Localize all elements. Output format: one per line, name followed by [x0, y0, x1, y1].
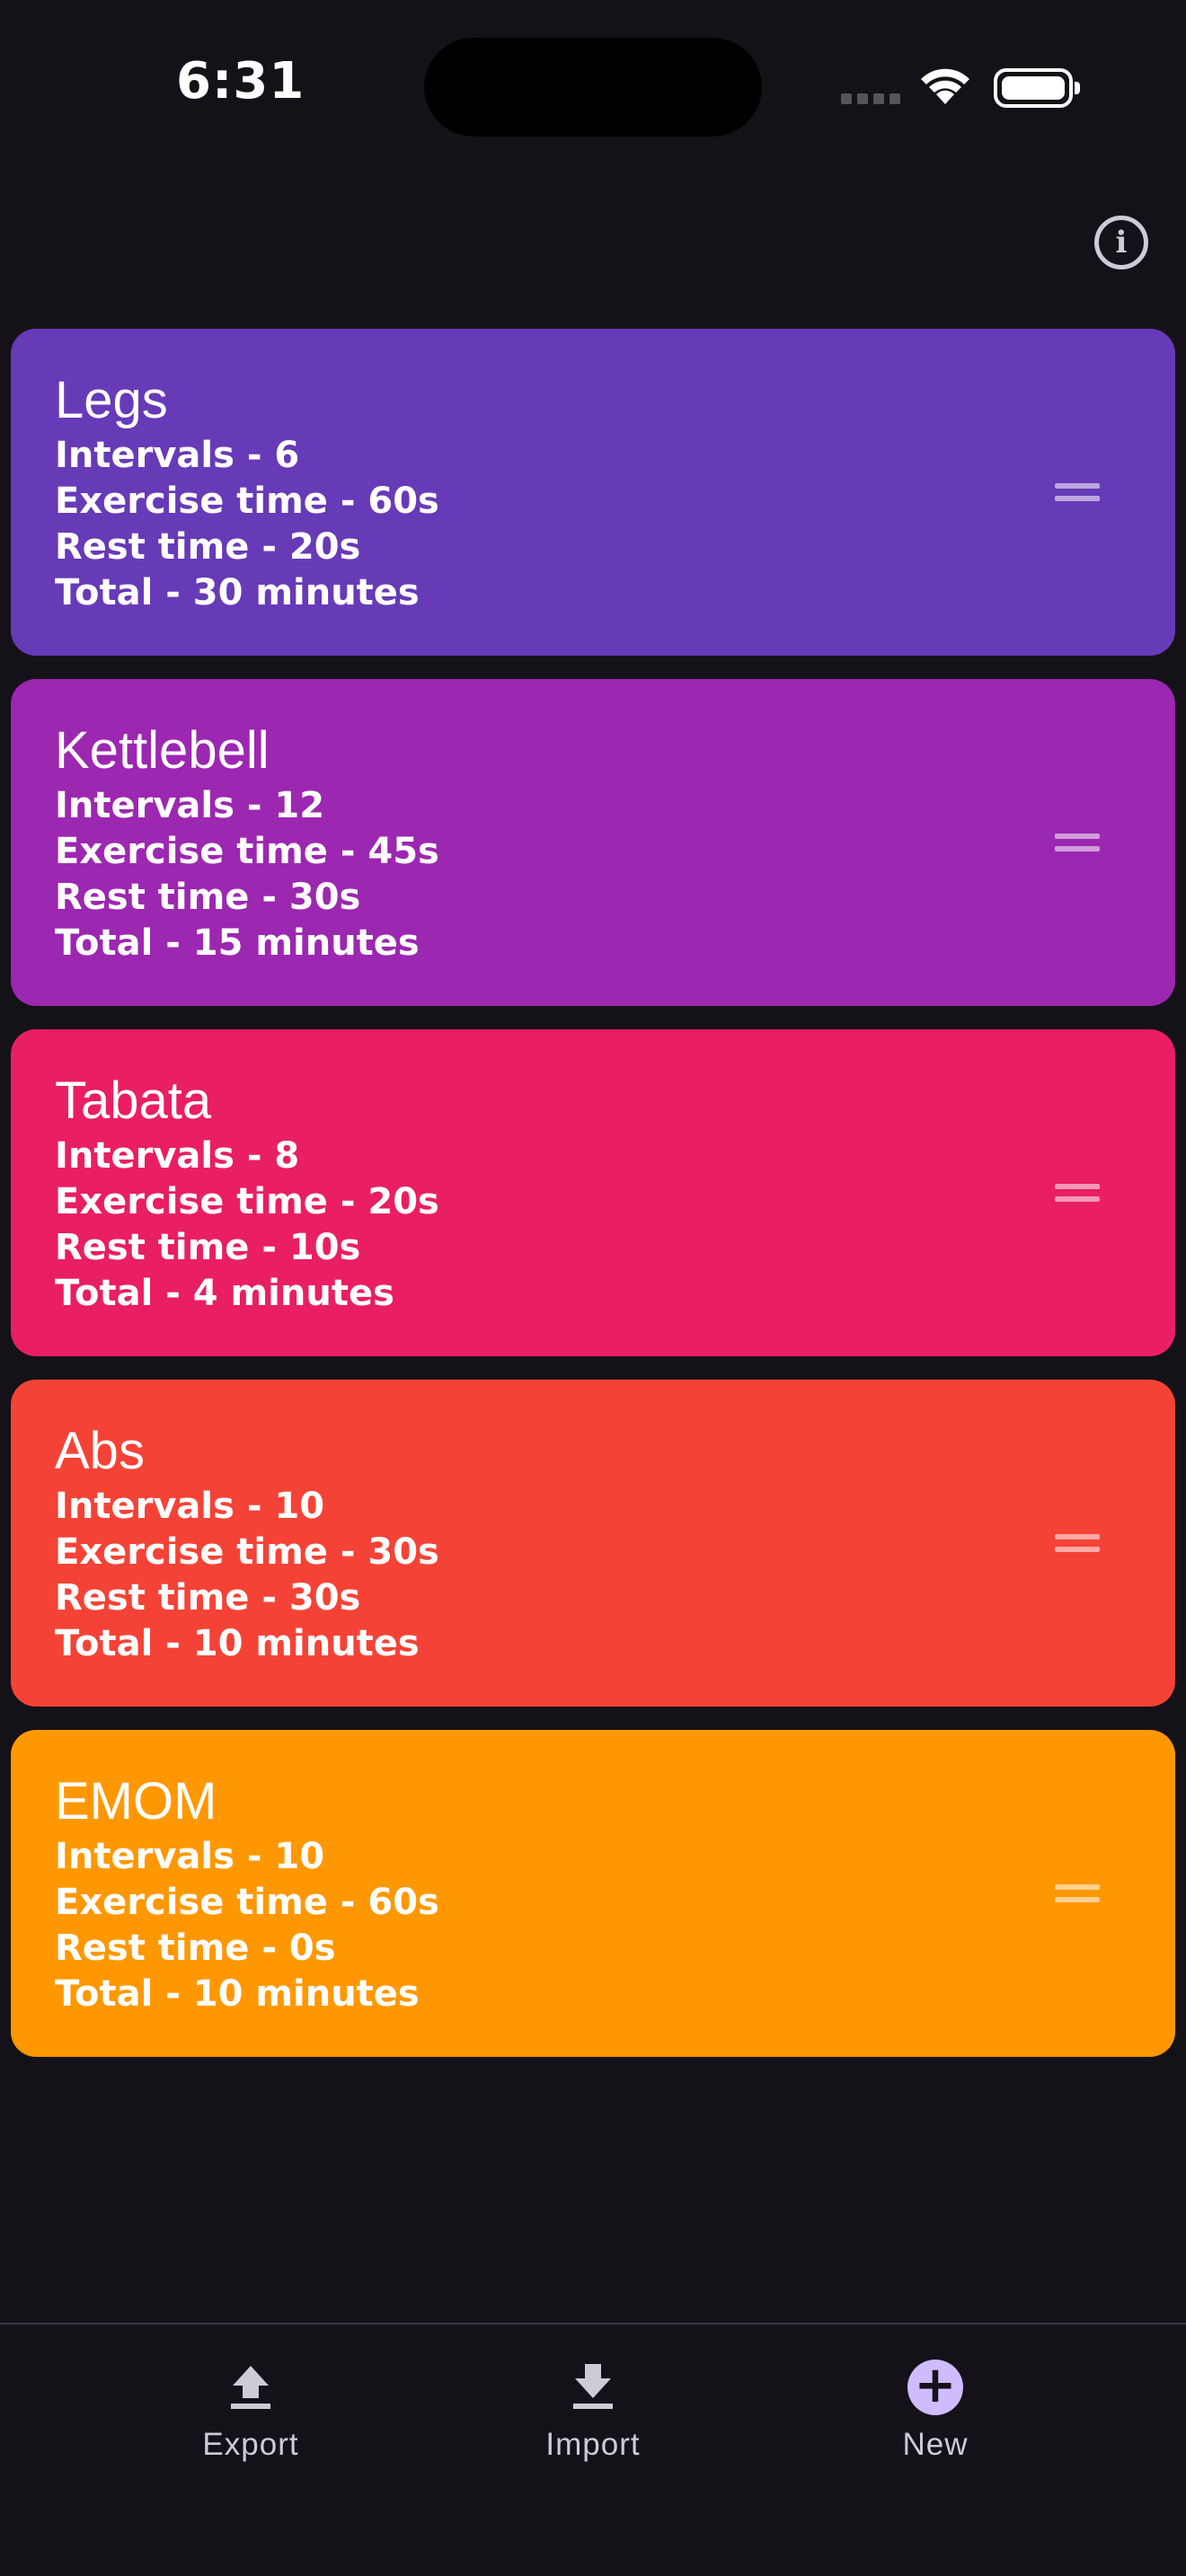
workout-exercise-time: Exercise time - 20s — [55, 1181, 439, 1222]
status-time: 6:31 — [176, 52, 305, 110]
workout-title: Kettlebell — [55, 721, 270, 780]
workout-list: Legs Intervals - 6 Exercise time - 60s R… — [11, 329, 1175, 2080]
import-button[interactable]: Import — [485, 2359, 701, 2463]
import-label: Import — [545, 2427, 641, 2462]
cellular-signal-icon — [841, 93, 900, 104]
drag-handle-icon[interactable] — [1055, 1884, 1100, 1904]
workout-card[interactable]: Abs Intervals - 10 Exercise time - 30s R… — [11, 1380, 1175, 1707]
export-label: Export — [202, 2427, 299, 2462]
workout-intervals: Intervals - 10 — [55, 1836, 325, 1877]
workout-rest-time: Rest time - 20s — [55, 526, 361, 568]
workout-total: Total - 30 minutes — [55, 572, 420, 613]
workout-total: Total - 15 minutes — [55, 922, 420, 964]
drag-handle-icon[interactable] — [1055, 1184, 1100, 1204]
workout-total: Total - 10 minutes — [55, 1973, 420, 2015]
drag-handle-icon[interactable] — [1055, 834, 1100, 853]
bottom-navigation: Export Import + New — [0, 2323, 1186, 2576]
drag-handle-icon[interactable] — [1055, 1534, 1100, 1554]
workout-total: Total - 4 minutes — [55, 1273, 394, 1314]
dynamic-island — [424, 38, 762, 137]
wifi-icon — [921, 68, 969, 104]
workout-card[interactable]: Legs Intervals - 6 Exercise time - 60s R… — [11, 329, 1175, 656]
download-icon — [573, 2364, 613, 2409]
add-circle-icon: + — [907, 2359, 964, 2416]
workout-card[interactable]: EMOM Intervals - 10 Exercise time - 60s … — [11, 1730, 1175, 2057]
info-icon: i — [1115, 225, 1128, 260]
workout-exercise-time: Exercise time - 60s — [55, 1882, 439, 1923]
workout-title: Legs — [55, 371, 168, 429]
workout-exercise-time: Exercise time - 45s — [55, 831, 439, 872]
workout-card[interactable]: Tabata Intervals - 8 Exercise time - 20s… — [11, 1029, 1175, 1356]
workout-intervals: Intervals - 10 — [55, 1486, 325, 1527]
workout-card[interactable]: Kettlebell Intervals - 12 Exercise time … — [11, 679, 1175, 1006]
workout-total: Total - 10 minutes — [55, 1623, 420, 1664]
export-button[interactable]: Export — [143, 2359, 358, 2463]
workout-intervals: Intervals - 12 — [55, 785, 325, 826]
workout-rest-time: Rest time - 30s — [55, 877, 361, 918]
workout-exercise-time: Exercise time - 30s — [55, 1531, 439, 1573]
drag-handle-icon[interactable] — [1055, 483, 1100, 503]
workout-intervals: Intervals - 6 — [55, 435, 300, 476]
new-label: New — [902, 2427, 969, 2462]
workout-rest-time: Rest time - 10s — [55, 1227, 361, 1268]
new-button[interactable]: + New — [828, 2359, 1043, 2463]
workout-title: EMOM — [55, 1772, 217, 1831]
workout-exercise-time: Exercise time - 60s — [55, 481, 439, 522]
workout-title: Abs — [55, 1422, 145, 1480]
workout-rest-time: Rest time - 0s — [55, 1928, 336, 1969]
workout-title: Tabata — [55, 1072, 212, 1130]
info-button[interactable]: i — [1094, 216, 1148, 269]
workout-intervals: Intervals - 8 — [55, 1135, 300, 1177]
battery-icon — [994, 68, 1080, 108]
upload-icon — [231, 2366, 270, 2409]
workout-rest-time: Rest time - 30s — [55, 1577, 361, 1619]
